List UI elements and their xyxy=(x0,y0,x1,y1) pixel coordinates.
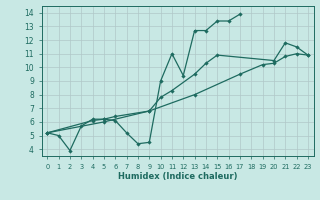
X-axis label: Humidex (Indice chaleur): Humidex (Indice chaleur) xyxy=(118,172,237,181)
